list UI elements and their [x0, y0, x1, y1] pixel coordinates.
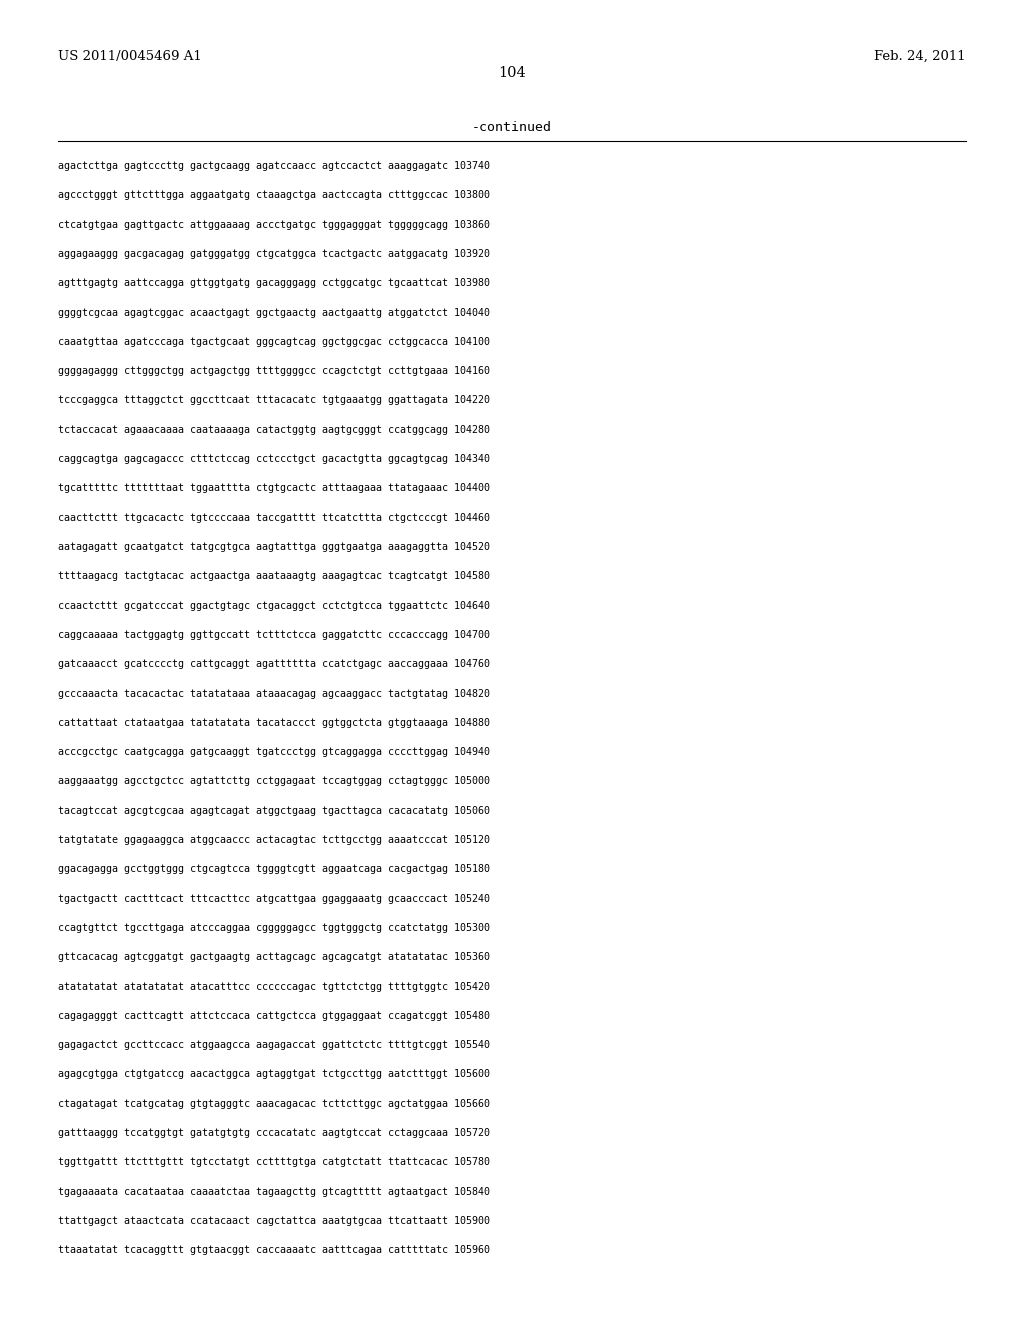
Text: ggggagaggg cttgggctgg actgagctgg ttttggggcc ccagctctgt ccttgtgaaa 104160: ggggagaggg cttgggctgg actgagctgg ttttggg… — [58, 366, 490, 376]
Text: agactcttga gagtcccttg gactgcaagg agatccaacc agtccactct aaaggagatc 103740: agactcttga gagtcccttg gactgcaagg agatcca… — [58, 161, 490, 172]
Text: ttttaagacg tactgtacac actgaactga aaataaagtg aaagagtcac tcagtcatgt 104580: ttttaagacg tactgtacac actgaactga aaataaa… — [58, 572, 490, 581]
Text: ccagtgttct tgccttgaga atcccaggaa cgggggagcc tggtgggctg ccatctatgg 105300: ccagtgttct tgccttgaga atcccaggaa cggggga… — [58, 923, 490, 933]
Text: ggggtcgcaa agagtcggac acaactgagt ggctgaactg aactgaattg atggatctct 104040: ggggtcgcaa agagtcggac acaactgagt ggctgaa… — [58, 308, 490, 318]
Text: 104: 104 — [498, 66, 526, 81]
Text: gcccaaacta tacacactac tatatataaa ataaacagag agcaaggacc tactgtatag 104820: gcccaaacta tacacactac tatatataaa ataaaca… — [58, 689, 490, 698]
Text: ttaaatatat tcacaggttt gtgtaacggt caccaaaatc aatttcagaa catttttatc 105960: ttaaatatat tcacaggttt gtgtaacggt caccaaa… — [58, 1245, 490, 1255]
Text: tacagtccat agcgtcgcaa agagtcagat atggctgaag tgacttagca cacacatatg 105060: tacagtccat agcgtcgcaa agagtcagat atggctg… — [58, 805, 490, 816]
Text: tctaccacat agaaacaaaa caataaaaga catactggtg aagtgcgggt ccatggcagg 104280: tctaccacat agaaacaaaa caataaaaga catactg… — [58, 425, 490, 434]
Text: aaggaaatgg agcctgctcc agtattcttg cctggagaat tccagtggag cctagtgggc 105000: aaggaaatgg agcctgctcc agtattcttg cctggag… — [58, 776, 490, 787]
Text: cattattaat ctataatgaa tatatatata tacataccct ggtggctcta gtggtaaaga 104880: cattattaat ctataatgaa tatatatata tacatac… — [58, 718, 490, 727]
Text: ttattgagct ataactcata ccatacaact cagctattca aaatgtgcaa ttcattaatt 105900: ttattgagct ataactcata ccatacaact cagctat… — [58, 1216, 490, 1226]
Text: tgcatttttc tttttttaat tggaatttta ctgtgcactc atttaagaaa ttatagaaac 104400: tgcatttttc tttttttaat tggaatttta ctgtgca… — [58, 483, 490, 494]
Text: tcccgaggca tttaggctct ggccttcaat tttacacatc tgtgaaatgg ggattagata 104220: tcccgaggca tttaggctct ggccttcaat tttacac… — [58, 396, 490, 405]
Text: agtttgagtg aattccagga gttggtgatg gacagggagg cctggcatgc tgcaattcat 103980: agtttgagtg aattccagga gttggtgatg gacaggg… — [58, 279, 490, 288]
Text: ccaactcttt gcgatcccat ggactgtagc ctgacaggct cctctgtcca tggaattctc 104640: ccaactcttt gcgatcccat ggactgtagc ctgacag… — [58, 601, 490, 611]
Text: tggttgattt ttctttgttt tgtcctatgt ccttttgtga catgtctatt ttattcacac 105780: tggttgattt ttctttgttt tgtcctatgt ccttttg… — [58, 1158, 490, 1167]
Text: tgactgactt cactttcact tttcacttcc atgcattgaa ggaggaaatg gcaacccact 105240: tgactgactt cactttcact tttcacttcc atgcatt… — [58, 894, 490, 904]
Text: caggcagtga gagcagaccc ctttctccag cctccctgct gacactgtta ggcagtgcag 104340: caggcagtga gagcagaccc ctttctccag cctccct… — [58, 454, 490, 465]
Text: US 2011/0045469 A1: US 2011/0045469 A1 — [58, 50, 202, 63]
Text: ctagatagat tcatgcatag gtgtagggtc aaacagacac tcttcttggc agctatggaa 105660: ctagatagat tcatgcatag gtgtagggtc aaacaga… — [58, 1098, 490, 1109]
Text: aatagagatt gcaatgatct tatgcgtgca aagtatttga gggtgaatga aaagaggtta 104520: aatagagatt gcaatgatct tatgcgtgca aagtatt… — [58, 543, 490, 552]
Text: caggcaaaaa tactggagtg ggttgccatt tctttctcca gaggatcttc cccacccagg 104700: caggcaaaaa tactggagtg ggttgccatt tctttct… — [58, 630, 490, 640]
Text: gttcacacag agtcggatgt gactgaagtg acttagcagc agcagcatgt atatatatac 105360: gttcacacag agtcggatgt gactgaagtg acttagc… — [58, 952, 490, 962]
Text: atatatatat atatatatat atacatttcc ccccccagac tgttctctgg ttttgtggtc 105420: atatatatat atatatatat atacatttcc cccccca… — [58, 982, 490, 991]
Text: caacttcttt ttgcacactc tgtccccaaa taccgatttt ttcatcttta ctgctcccgt 104460: caacttcttt ttgcacactc tgtccccaaa taccgat… — [58, 512, 490, 523]
Text: tatgtatate ggagaaggca atggcaaccc actacagtac tcttgcctgg aaaatcccat 105120: tatgtatate ggagaaggca atggcaaccc actacag… — [58, 836, 490, 845]
Text: agccctgggt gttctttgga aggaatgatg ctaaagctga aactccagta ctttggccac 103800: agccctgggt gttctttgga aggaatgatg ctaaagc… — [58, 190, 490, 201]
Text: Feb. 24, 2011: Feb. 24, 2011 — [874, 50, 966, 63]
Text: acccgcctgc caatgcagga gatgcaaggt tgatccctgg gtcaggagga ccccttggag 104940: acccgcctgc caatgcagga gatgcaaggt tgatccc… — [58, 747, 490, 758]
Text: aggagaaggg gacgacagag gatgggatgg ctgcatggca tcactgactc aatggacatg 103920: aggagaaggg gacgacagag gatgggatgg ctgcatg… — [58, 249, 490, 259]
Text: gagagactct gccttccacc atggaagcca aagagaccat ggattctctc ttttgtcggt 105540: gagagactct gccttccacc atggaagcca aagagac… — [58, 1040, 490, 1051]
Text: -continued: -continued — [472, 121, 552, 135]
Text: ctcatgtgaa gagttgactc attggaaaag accctgatgc tgggagggat tgggggcagg 103860: ctcatgtgaa gagttgactc attggaaaag accctga… — [58, 219, 490, 230]
Text: gatcaaacct gcatcccctg cattgcaggt agatttttta ccatctgagc aaccaggaaa 104760: gatcaaacct gcatcccctg cattgcaggt agatttt… — [58, 659, 490, 669]
Text: tgagaaaata cacataataa caaaatctaa tagaagcttg gtcagttttt agtaatgact 105840: tgagaaaata cacataataa caaaatctaa tagaagc… — [58, 1187, 490, 1197]
Text: caaatgttaa agatcccaga tgactgcaat gggcagtcag ggctggcgac cctggcacca 104100: caaatgttaa agatcccaga tgactgcaat gggcagt… — [58, 337, 490, 347]
Text: agagcgtgga ctgtgatccg aacactggca agtaggtgat tctgccttgg aatctttggt 105600: agagcgtgga ctgtgatccg aacactggca agtaggt… — [58, 1069, 490, 1080]
Text: ggacagagga gcctggtggg ctgcagtcca tggggtcgtt aggaatcaga cacgactgag 105180: ggacagagga gcctggtggg ctgcagtcca tggggtc… — [58, 865, 490, 874]
Text: gatttaaggg tccatggtgt gatatgtgtg cccacatatc aagtgtccat cctaggcaaa 105720: gatttaaggg tccatggtgt gatatgtgtg cccacat… — [58, 1129, 490, 1138]
Text: cagagagggt cacttcagtt attctccaca cattgctcca gtggaggaat ccagatcggt 105480: cagagagggt cacttcagtt attctccaca cattgct… — [58, 1011, 490, 1020]
